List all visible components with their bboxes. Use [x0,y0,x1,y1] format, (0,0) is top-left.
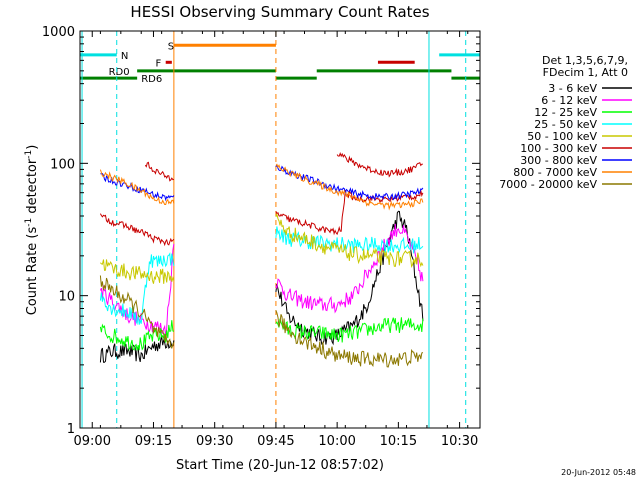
flag-label-rd0: RD0 [109,67,130,78]
legend-entry-label: 50 - 100 keV [527,130,597,143]
y-axis-label: Count Rate (s-1 detector-1) [24,145,40,316]
x-tick-label: 09:00 [74,434,111,449]
series-line-8-1 [275,310,424,368]
legend-entry-label: 6 - 12 keV [541,94,597,107]
legend-entry-label: 25 - 50 keV [534,118,597,131]
flag-bars: SF N RD0 RD6 [80,41,480,85]
series-line-7-1 [275,163,424,211]
x-tick-label: 10:30 [441,434,478,449]
x-axis-label: Start Time (20-Jun-12 08:57:02) [176,458,384,473]
series-line-4-0 [100,259,175,284]
y-axis-label-sup1: -1 [24,218,34,227]
legend-entry-label: 800 - 7000 keV [513,166,597,179]
y-axis-label-main: Count Rate (s [25,227,40,316]
y-tick-label: 10 [58,290,75,305]
plot-frame [79,30,481,429]
y-axis-label-mid: detector [25,158,40,218]
flag-label-n: N [121,51,128,62]
x-tick-label: 09:45 [257,434,294,449]
flag-label-f: F [156,58,162,69]
series-line-5-0 [99,213,175,247]
x-tick-label: 09:30 [196,434,233,449]
series-line-4-1 [275,212,424,268]
legend-entry-label: 300 - 800 keV [520,154,597,167]
series-line-2-1 [275,317,424,343]
legend-entry-label: 12 - 25 keV [534,106,597,119]
y-axis-ticks: 1 10 100 1000 [42,25,480,437]
legend-entry-label: 100 - 300 keV [520,142,597,155]
x-tick-label: 09:15 [135,434,172,449]
series-line-1-1 [275,223,424,314]
y-axis-label-sup2: -1 [24,150,34,159]
series-line-6-0 [100,173,175,202]
series-line-3-0 [99,252,175,326]
flag-label-s: S [168,41,174,52]
series-line-9-0 [144,161,175,182]
y-axis-label-close: ) [25,145,40,150]
x-tick-label: 10:15 [380,434,417,449]
series-line-8-0 [99,275,175,350]
series-line-2-0 [99,320,175,351]
x-tick-label: 10:00 [318,434,355,449]
series-line-9-1 [336,151,423,178]
legend-header-line: Det 1,3,5,6,7,9, [542,54,628,67]
series-line-7-0 [99,169,175,205]
flag-label-rd6: RD6 [141,74,162,85]
state-markers [81,31,467,428]
legend-entry-label: 7000 - 20000 keV [499,178,597,191]
series-lines [99,151,424,368]
chart-title: HESSI Observing Summary Count Rates [130,3,429,21]
legend: Det 1,3,5,6,7,9,FDecim 1, Att 0 3 - 6 keV… [499,54,632,191]
series-line-3-1 [275,226,424,254]
y-tick-label: 100 [50,157,75,172]
footer-timestamp: 20-Jun-2012 05:48 [561,468,636,477]
x-axis-ticks: 09:00 09:15 09:30 09:45 10:00 10:15 10:30 [74,31,478,449]
y-tick-label: 1 [67,422,75,437]
legend-header-line: FDecim 1, Att 0 [543,66,628,79]
y-tick-label: 1000 [42,25,75,40]
legend-entry-label: 3 - 6 keV [548,82,597,95]
